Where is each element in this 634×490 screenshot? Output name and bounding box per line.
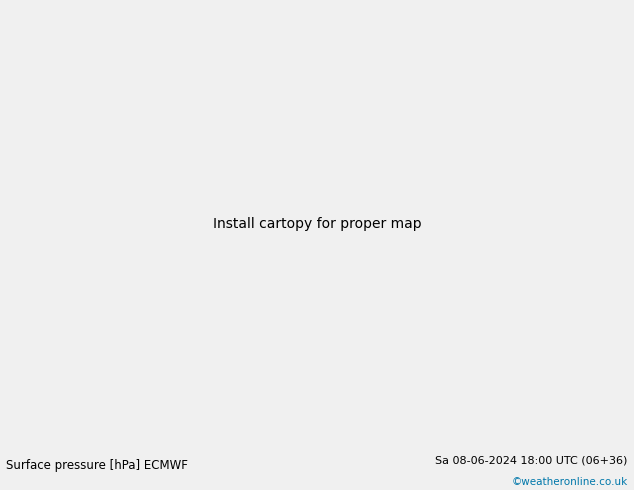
Text: Install cartopy for proper map: Install cartopy for proper map — [212, 217, 422, 231]
Text: ©weatheronline.co.uk: ©weatheronline.co.uk — [512, 477, 628, 487]
Text: Sa 08-06-2024 18:00 UTC (06+36): Sa 08-06-2024 18:00 UTC (06+36) — [436, 455, 628, 465]
Text: Surface pressure [hPa] ECMWF: Surface pressure [hPa] ECMWF — [6, 459, 188, 471]
